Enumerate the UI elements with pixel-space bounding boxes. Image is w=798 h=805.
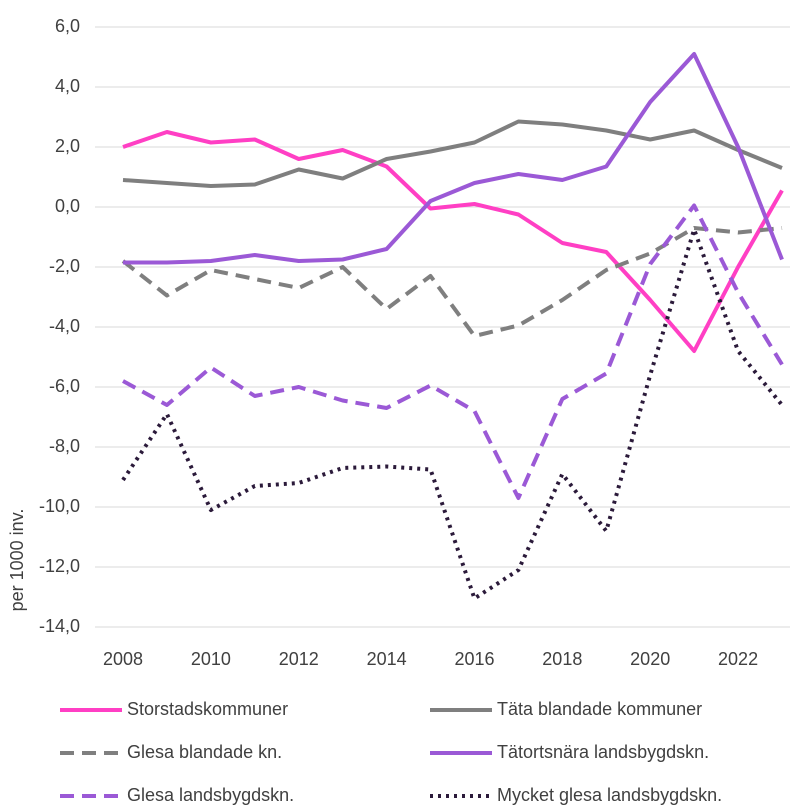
- x-tick-label: 2012: [279, 649, 319, 669]
- x-tick-label: 2010: [191, 649, 231, 669]
- x-tick-label: 2020: [630, 649, 670, 669]
- legend-label: Tätortsnära landsbygdskn.: [497, 742, 709, 762]
- x-tick-label: 2022: [718, 649, 758, 669]
- y-tick-label: -8,0: [49, 436, 80, 456]
- x-tick-label: 2016: [454, 649, 494, 669]
- series-line: [123, 52, 784, 265]
- series-line: [122, 130, 784, 353]
- y-tick-label: -12,0: [39, 556, 80, 576]
- series-line: [122, 119, 783, 188]
- x-tick-label: 2008: [103, 649, 143, 669]
- y-tick-label: 2,0: [55, 136, 80, 156]
- y-tick-label: 4,0: [55, 76, 80, 96]
- y-tick-label: 6,0: [55, 16, 80, 36]
- y-tick-label: -4,0: [49, 316, 80, 336]
- legend-label: Glesa landsbygdskn.: [127, 785, 294, 805]
- y-tick-label: -6,0: [49, 376, 80, 396]
- legend-label: Glesa blandade kn.: [127, 742, 282, 762]
- series-line: [121, 227, 784, 601]
- y-tick-label: -2,0: [49, 256, 80, 276]
- legend-label: Storstadskommuner: [127, 699, 288, 719]
- legend-label: Mycket glesa landsbygdskn.: [497, 785, 722, 805]
- y-tick-label: -14,0: [39, 616, 80, 636]
- y-tick-label: 0,0: [55, 196, 80, 216]
- x-tick-label: 2014: [367, 649, 407, 669]
- y-tick-label: -10,0: [39, 496, 80, 516]
- legend-label: Täta blandade kommuner: [497, 699, 702, 719]
- y-axis-label: per 1000 inv.: [7, 509, 27, 612]
- series-line: [121, 226, 783, 338]
- series-line: [122, 203, 784, 500]
- x-tick-label: 2018: [542, 649, 582, 669]
